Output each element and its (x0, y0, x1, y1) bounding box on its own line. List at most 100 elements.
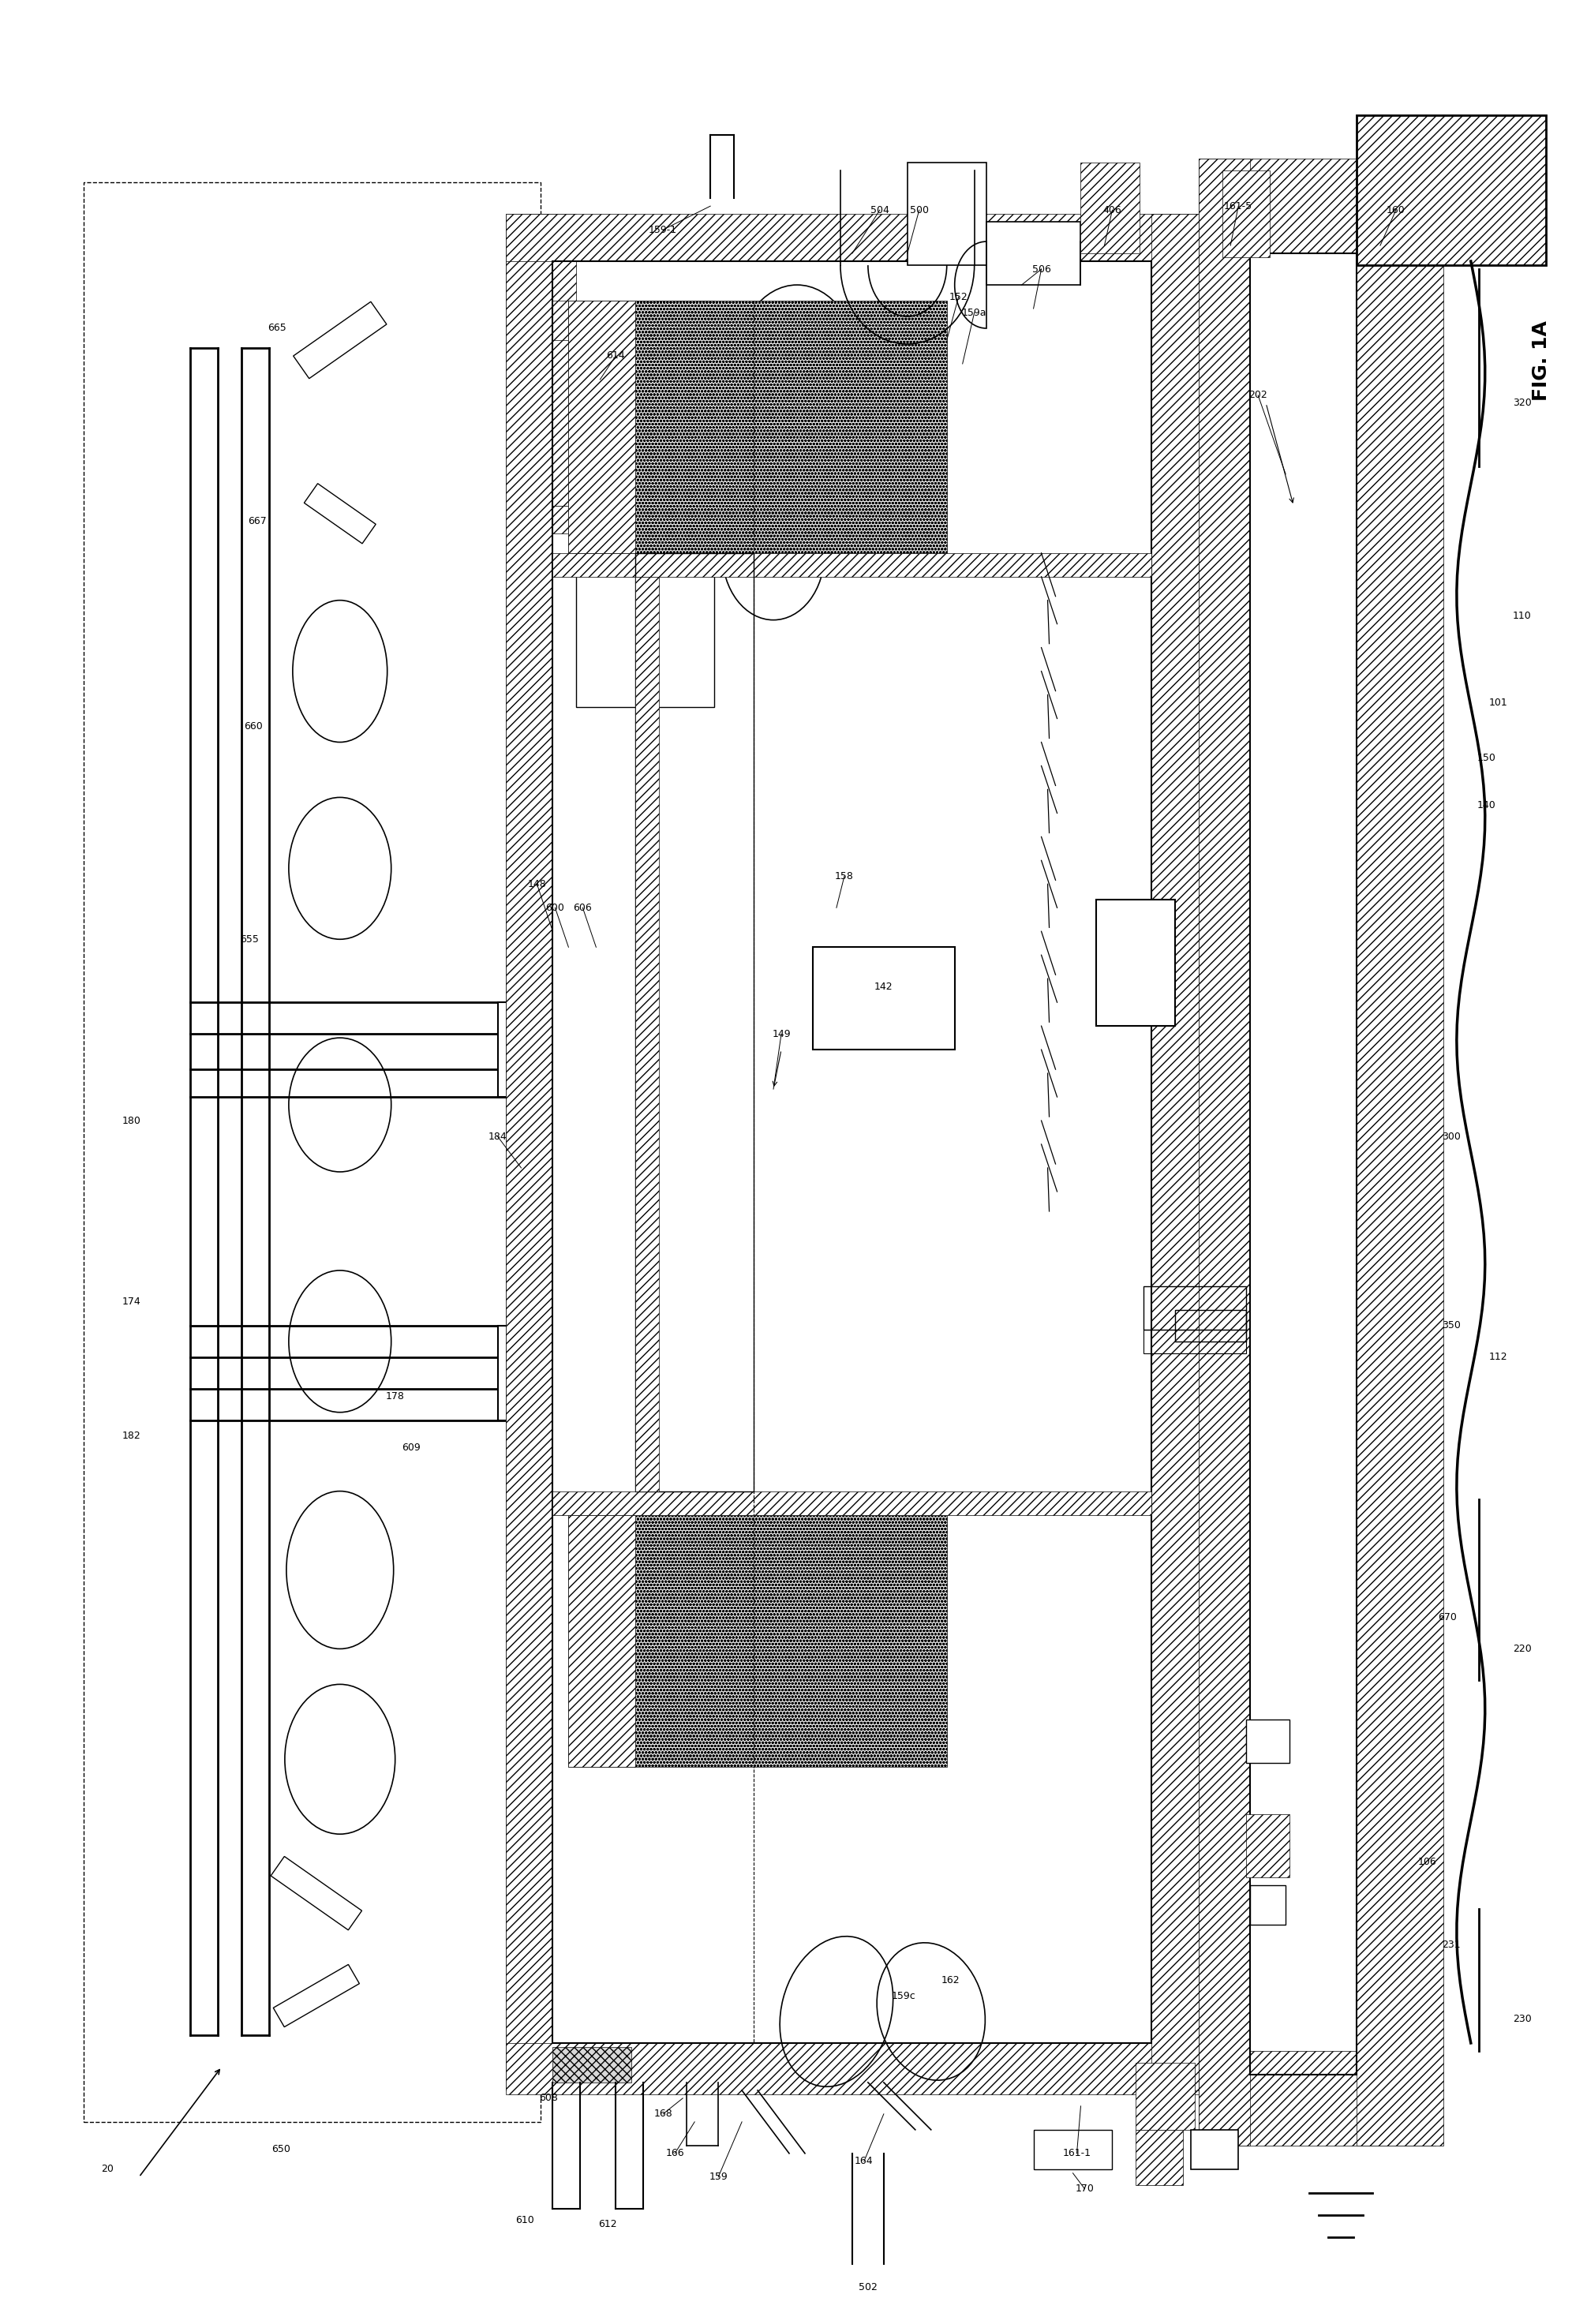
Bar (635, 553, 754, 1492)
Polygon shape (294, 302, 387, 379)
Bar (576, 507, 714, 532)
Bar (549, 300, 714, 507)
Text: 180: 180 (122, 1116, 141, 1125)
Text: 106: 106 (1419, 1857, 1436, 1866)
Polygon shape (273, 1964, 359, 2027)
Bar (1198, 2050, 1435, 2145)
Polygon shape (305, 483, 376, 544)
Bar (568, 1515, 635, 1766)
Text: 112: 112 (1489, 1353, 1508, 1362)
Bar (1357, 116, 1546, 265)
Text: 609: 609 (402, 1443, 421, 1452)
Text: 159a: 159a (962, 307, 987, 318)
Bar (552, 553, 1152, 576)
Bar (1144, 1329, 1246, 1353)
Text: 159: 159 (709, 2173, 727, 2182)
Bar (1222, 170, 1270, 258)
Bar (813, 948, 955, 1050)
Text: 161-5: 161-5 (1224, 200, 1252, 211)
Text: 300: 300 (1441, 1132, 1460, 1141)
Text: 202: 202 (1249, 390, 1268, 400)
Text: 660: 660 (244, 720, 263, 732)
Text: 655: 655 (240, 934, 259, 944)
Bar (1251, 1885, 1285, 1924)
Text: 160: 160 (1387, 205, 1406, 216)
Text: 158: 158 (835, 872, 854, 881)
Bar (568, 300, 947, 553)
Text: 502: 502 (859, 2282, 878, 2291)
Bar (1136, 2064, 1195, 2129)
Text: 159c: 159c (892, 1992, 916, 2001)
Text: 608: 608 (540, 2094, 559, 2103)
Bar (549, 507, 714, 532)
Bar (1198, 158, 1251, 2145)
Text: 152: 152 (949, 290, 968, 302)
Bar (1033, 2129, 1112, 2168)
Text: 161-1: 161-1 (1063, 2147, 1090, 2159)
Bar (986, 221, 1081, 286)
Text: 20: 20 (102, 2164, 114, 2175)
Bar (635, 576, 659, 1492)
Text: 110: 110 (1512, 611, 1531, 621)
Bar (506, 214, 1214, 260)
Text: FIG. 1A: FIG. 1A (1531, 321, 1550, 402)
Bar (1246, 1720, 1290, 1764)
Text: 614: 614 (606, 351, 625, 360)
Bar (506, 2043, 1214, 2094)
Text: 406: 406 (1103, 205, 1122, 216)
Bar (576, 532, 714, 706)
Text: 320: 320 (1512, 397, 1531, 409)
Bar (1198, 158, 1435, 253)
Bar (568, 300, 635, 553)
Text: 350: 350 (1441, 1320, 1460, 1332)
Text: 148: 148 (527, 878, 546, 890)
Bar (1357, 116, 1546, 265)
Bar (552, 2047, 632, 2082)
Bar (498, 1325, 521, 1420)
Polygon shape (271, 1857, 362, 1929)
Bar (1144, 1285, 1246, 1329)
Text: 166: 166 (665, 2147, 684, 2159)
Bar (84, 181, 541, 2122)
Text: 504: 504 (870, 205, 889, 216)
Text: 670: 670 (1438, 1613, 1457, 1622)
Text: 149: 149 (771, 1030, 790, 1039)
Bar (1097, 899, 1176, 1025)
Bar (908, 163, 986, 265)
Text: 164: 164 (855, 2157, 873, 2166)
Text: 174: 174 (122, 1297, 141, 1306)
Text: 220: 220 (1512, 1643, 1531, 1655)
Text: 140: 140 (1477, 799, 1497, 811)
Text: 142: 142 (874, 981, 893, 992)
Text: 168: 168 (654, 2108, 673, 2119)
Text: 606: 606 (573, 902, 592, 913)
Bar (1081, 163, 1139, 253)
Bar (1192, 2129, 1238, 2168)
Bar (552, 1492, 1152, 1515)
Text: 170: 170 (1076, 2185, 1093, 2194)
Text: 162: 162 (941, 1975, 960, 1985)
Text: 600: 600 (546, 902, 565, 913)
Text: 159-1: 159-1 (649, 225, 678, 235)
Bar (1176, 1311, 1246, 1341)
Bar (1246, 1815, 1290, 1878)
Text: 184: 184 (489, 1132, 506, 1141)
Text: 667: 667 (248, 516, 267, 528)
Text: 231: 231 (1443, 1938, 1460, 1950)
Bar (506, 214, 549, 2089)
Bar (1152, 214, 1198, 2089)
Text: 182: 182 (122, 1432, 141, 1441)
Text: 101: 101 (1489, 697, 1508, 709)
Bar (506, 214, 552, 2089)
Text: 612: 612 (598, 2219, 617, 2229)
Text: 178: 178 (386, 1392, 405, 1401)
Text: 500: 500 (909, 205, 928, 216)
Bar (1136, 2129, 1184, 2185)
Bar (498, 1002, 521, 1097)
Bar (549, 300, 613, 339)
Text: 610: 610 (516, 2215, 535, 2226)
Text: 665: 665 (268, 323, 286, 332)
Text: 506: 506 (1032, 265, 1051, 274)
Text: 650: 650 (271, 2145, 290, 2154)
Text: 150: 150 (1477, 753, 1497, 762)
